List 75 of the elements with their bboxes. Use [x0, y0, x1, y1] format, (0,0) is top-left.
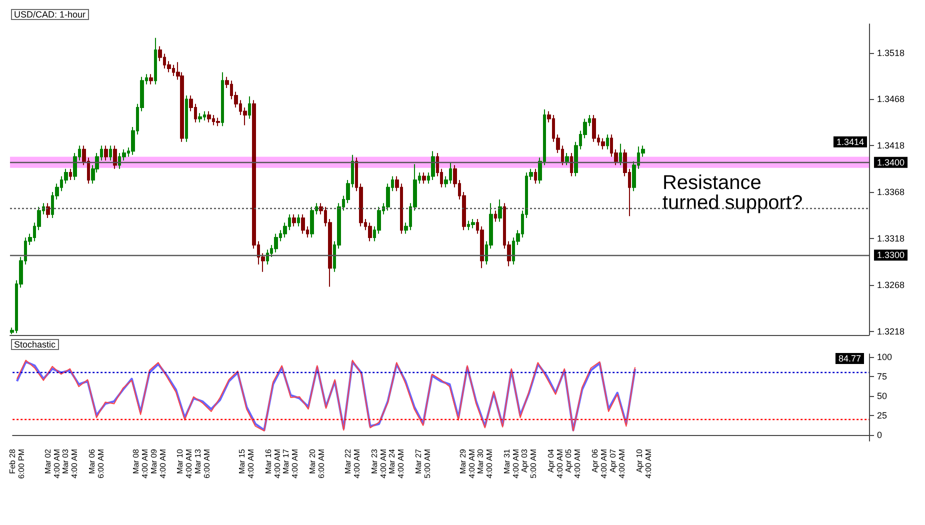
candlestick	[113, 145, 117, 170]
x-tick-label: Apr 07 4:00 AM	[608, 448, 626, 478]
annotation: 1.3414	[836, 136, 864, 147]
candlestick	[46, 202, 50, 219]
x-tick-label: Mar 08 4:00 AM	[132, 448, 150, 478]
annotation: 84.77	[838, 353, 861, 364]
x-tick-label: Mar 03 4:00 AM	[60, 448, 79, 478]
x-tick-label: Feb 28 6:00 PM	[8, 448, 26, 479]
x-tick-label: Mar 13 6:00 AM	[193, 448, 212, 478]
candlestick	[154, 37, 157, 85]
candlestick	[592, 114, 596, 142]
x-tick-label: Mar 23 4:00 AM	[370, 448, 388, 478]
candlestick	[431, 150, 435, 180]
x-tick-label: Apr 10 4:00 AM	[634, 448, 653, 478]
candlestick	[149, 74, 153, 85]
y-tick-label: 50	[877, 390, 888, 401]
candlestick	[471, 218, 475, 229]
x-tick-label: Apr 06 4:00 AM	[590, 448, 609, 478]
candlestick	[565, 152, 569, 166]
x-tick-label: Mar 24 4:00 AM	[388, 448, 406, 478]
y-tick-label: 1.3218	[877, 326, 905, 336]
y-tick-label: 1.3318	[877, 233, 905, 244]
y-tick-label: 1.3368	[877, 187, 905, 198]
candlestick	[297, 214, 300, 227]
candlestick	[301, 214, 305, 234]
chart-title: Stochastic	[14, 340, 56, 350]
x-tick-label: Apr 04 4:00 AM	[546, 448, 565, 478]
candlestick	[498, 198, 502, 222]
x-tick-label: Mar 27 5:00 AM	[414, 448, 432, 478]
y-tick-label: 1.3268	[877, 280, 905, 290]
candlestick	[570, 152, 573, 177]
candlestick	[601, 138, 605, 150]
y-tick-label: 0	[877, 430, 882, 440]
chart-title: USD/CAD: 1-hour	[14, 10, 86, 20]
x-tick-label: Mar 17 4:00 AM	[282, 448, 300, 478]
x-tick-label: Mar 31 4:00 AM	[502, 448, 520, 478]
x-tick-label: Apr 05 4:00 AM	[564, 448, 582, 478]
y-tick-label: 1.3468	[877, 94, 905, 104]
ref-line-label: 1.3300	[877, 250, 905, 260]
candlestick	[619, 143, 622, 166]
x-tick-label: Mar 20 6:00 AM	[308, 448, 326, 478]
candlestick	[368, 222, 372, 242]
candlestick	[494, 210, 497, 222]
x-tick-label: Mar 09 4:00 AM	[149, 448, 168, 478]
x-tick-label: Apr 03 5:00 AM	[520, 448, 538, 478]
x-tick-label: Mar 02 4:00 AM	[43, 448, 62, 478]
x-tick-label: Mar 29 4:00 AM	[458, 448, 476, 478]
candlestick	[266, 249, 269, 265]
y-tick-label: 25	[877, 410, 888, 420]
candlestick	[310, 206, 314, 238]
candlestick	[422, 172, 426, 184]
y-tick-label: 75	[877, 372, 888, 382]
candlestick	[207, 110, 211, 123]
y-tick-label: 1.3418	[877, 140, 905, 151]
x-tick-label: Mar 15 4:00 AM	[238, 448, 256, 478]
y-tick-label: 100	[877, 352, 892, 362]
x-tick-label: Mar 10 4:00 AM	[176, 448, 194, 478]
candlestick	[221, 72, 224, 127]
candlestick	[198, 112, 202, 123]
candlestick	[606, 134, 609, 150]
y-tick-label: 1.3518	[877, 48, 905, 58]
x-tick-label: Mar 22 4:00 AM	[343, 448, 362, 478]
x-tick-label: Mar 30 4:00 AM	[476, 448, 494, 478]
candlestick	[109, 145, 112, 161]
candlestick	[292, 214, 296, 227]
candlestick	[534, 168, 537, 184]
candlestick	[216, 117, 220, 127]
candlestick	[104, 145, 108, 161]
candlestick	[274, 233, 278, 253]
ref-line-label: 1.3400	[877, 157, 905, 168]
candlestick	[69, 168, 72, 180]
candlestick	[248, 96, 251, 120]
candlestick	[185, 94, 188, 142]
x-tick-label: Mar 16 4:00 AM	[264, 448, 282, 478]
x-tick-label: Mar 06 6:00 AM	[87, 448, 106, 478]
